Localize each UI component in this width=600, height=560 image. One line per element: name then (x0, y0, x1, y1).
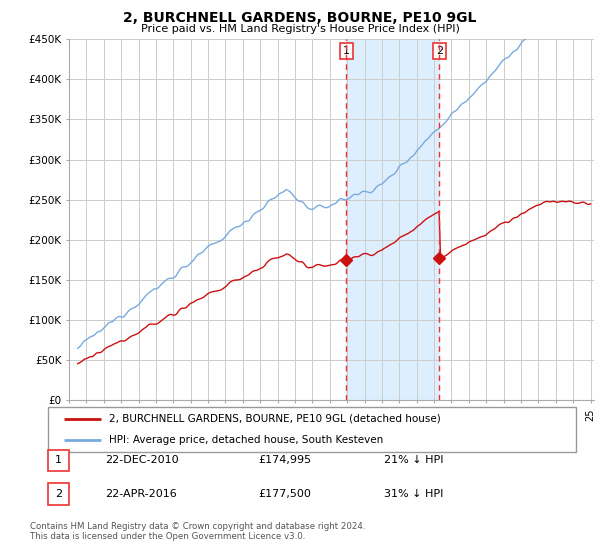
Text: 1: 1 (55, 455, 62, 465)
Text: 22-DEC-2010: 22-DEC-2010 (105, 455, 179, 465)
Text: 21% ↓ HPI: 21% ↓ HPI (384, 455, 443, 465)
Text: 2, BURCHNELL GARDENS, BOURNE, PE10 9GL (detached house): 2, BURCHNELL GARDENS, BOURNE, PE10 9GL (… (109, 414, 440, 424)
Text: 1: 1 (343, 46, 350, 56)
Text: £177,500: £177,500 (258, 489, 311, 499)
Bar (346, 39, 439, 400)
Text: 22-APR-2016: 22-APR-2016 (105, 489, 177, 499)
Text: Contains HM Land Registry data © Crown copyright and database right 2024.
This d: Contains HM Land Registry data © Crown c… (30, 522, 365, 542)
Text: HPI: Average price, detached house, South Kesteven: HPI: Average price, detached house, Sout… (109, 435, 383, 445)
Text: 31% ↓ HPI: 31% ↓ HPI (384, 489, 443, 499)
Text: 2: 2 (55, 489, 62, 499)
Text: £174,995: £174,995 (258, 455, 311, 465)
Text: 2: 2 (436, 46, 443, 56)
Text: 2, BURCHNELL GARDENS, BOURNE, PE10 9GL: 2, BURCHNELL GARDENS, BOURNE, PE10 9GL (124, 11, 476, 25)
Text: Price paid vs. HM Land Registry's House Price Index (HPI): Price paid vs. HM Land Registry's House … (140, 24, 460, 34)
